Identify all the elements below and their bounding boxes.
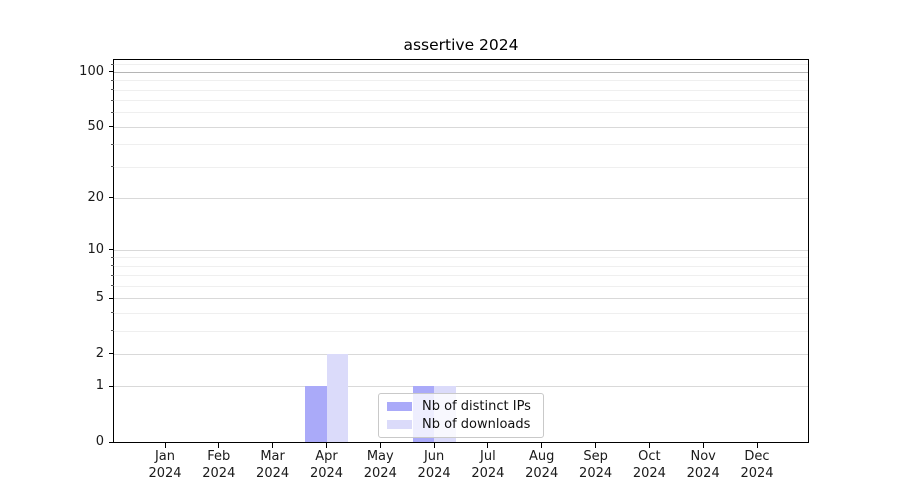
y-tick-label: 50 — [87, 118, 104, 134]
y-tick-mark-minor — [111, 111, 114, 113]
gridline-minor — [114, 275, 808, 277]
y-tick-mark — [109, 441, 114, 443]
x-tick-label: Jul 2024 — [471, 449, 505, 481]
x-tick-label: Aug 2024 — [525, 449, 559, 481]
x-tick-label: Nov 2024 — [686, 449, 720, 481]
x-tick-mark — [164, 443, 166, 448]
legend-swatch-downloads-icon — [387, 419, 412, 429]
legend-label-distinct-ips: Nb of distinct IPs — [422, 399, 531, 415]
grid-layer — [114, 60, 808, 442]
bar-downloads — [326, 353, 348, 442]
y-tick-mark-minor — [111, 330, 114, 332]
gridline-minor — [114, 80, 808, 82]
gridline-minor — [114, 100, 808, 102]
x-tick-mark — [379, 443, 381, 448]
y-tick-mark-minor — [111, 274, 114, 276]
x-tick-label: Sep 2024 — [579, 449, 613, 481]
x-tick-label: Dec 2024 — [740, 449, 774, 481]
x-tick-mark — [756, 443, 758, 448]
y-tick-mark-minor — [111, 79, 114, 81]
x-tick-label: Mar 2024 — [256, 449, 290, 481]
plot-area: Nb of distinct IPs Nb of downloads — [113, 59, 809, 443]
x-tick-mark — [487, 443, 489, 448]
y-tick-label: 10 — [87, 241, 104, 257]
legend-label-downloads: Nb of downloads — [422, 416, 531, 432]
gridline-major — [114, 298, 808, 300]
y-tick-label: 1 — [95, 378, 104, 394]
gridline-major — [114, 386, 808, 388]
y-tick-mark — [109, 249, 114, 251]
gridline-minor — [114, 112, 808, 114]
chart-title: assertive 2024 — [403, 36, 519, 54]
gridline-major — [114, 71, 808, 73]
x-tick-label: Feb 2024 — [202, 449, 236, 481]
gridline-minor — [114, 144, 808, 146]
x-tick-mark — [595, 443, 597, 448]
x-tick-label: Oct 2024 — [632, 449, 666, 481]
y-tick-mark-minor — [111, 285, 114, 287]
y-tick-label: 2 — [95, 345, 104, 361]
x-tick-mark — [272, 443, 274, 448]
gridline-minor — [114, 330, 808, 332]
y-tick-mark — [109, 126, 114, 128]
x-tick-mark — [326, 443, 327, 448]
gridline-major — [114, 353, 808, 355]
gridline-major — [114, 249, 808, 251]
gridline-minor — [114, 257, 808, 259]
y-tick-mark — [109, 353, 114, 355]
legend-item-downloads: Nb of downloads — [386, 416, 537, 433]
y-tick-mark — [109, 297, 114, 299]
y-tick-mark — [109, 197, 114, 199]
x-tick-label: Apr 2024 — [309, 449, 344, 481]
gridline-major — [114, 197, 808, 199]
legend-swatch-distinct-ips-icon — [387, 402, 412, 412]
y-tick-mark-minor — [111, 99, 114, 101]
y-tick-label: 100 — [79, 63, 104, 79]
gridline-minor — [114, 64, 808, 66]
x-tick-label: Jun 2024 — [417, 449, 451, 481]
legend-item-distinct-ips: Nb of distinct IPs — [386, 398, 537, 415]
x-tick-mark — [433, 443, 435, 448]
x-tick-mark — [218, 443, 220, 448]
y-tick-label: 20 — [87, 189, 104, 205]
y-tick-mark-minor — [111, 265, 114, 267]
x-tick-mark — [702, 443, 704, 448]
x-tick-label: May 2024 — [363, 449, 397, 481]
y-tick-mark-minor — [111, 166, 114, 167]
gridline-minor — [114, 312, 808, 314]
y-tick-mark-minor — [111, 256, 114, 258]
y-tick-mark-minor — [111, 89, 114, 90]
gridline-minor — [114, 166, 808, 168]
y-tick-mark — [109, 71, 114, 73]
y-tick-mark-minor — [111, 312, 114, 314]
bar-distinct-ips — [305, 386, 327, 442]
y-tick-mark-minor — [111, 63, 114, 65]
gridline-minor — [114, 265, 808, 267]
y-tick-mark — [109, 385, 114, 387]
y-tick-label: 5 — [95, 290, 104, 306]
gridline-minor — [114, 285, 808, 287]
y-tick-label: 0 — [95, 434, 104, 449]
y-tick-mark-minor — [111, 143, 114, 145]
x-tick-label: Jan 2024 — [148, 449, 182, 481]
x-tick-mark — [648, 443, 650, 448]
gridline-minor — [114, 89, 808, 91]
legend: Nb of distinct IPs Nb of downloads — [378, 393, 544, 438]
x-tick-mark — [541, 443, 543, 448]
gridline-major — [114, 126, 808, 128]
